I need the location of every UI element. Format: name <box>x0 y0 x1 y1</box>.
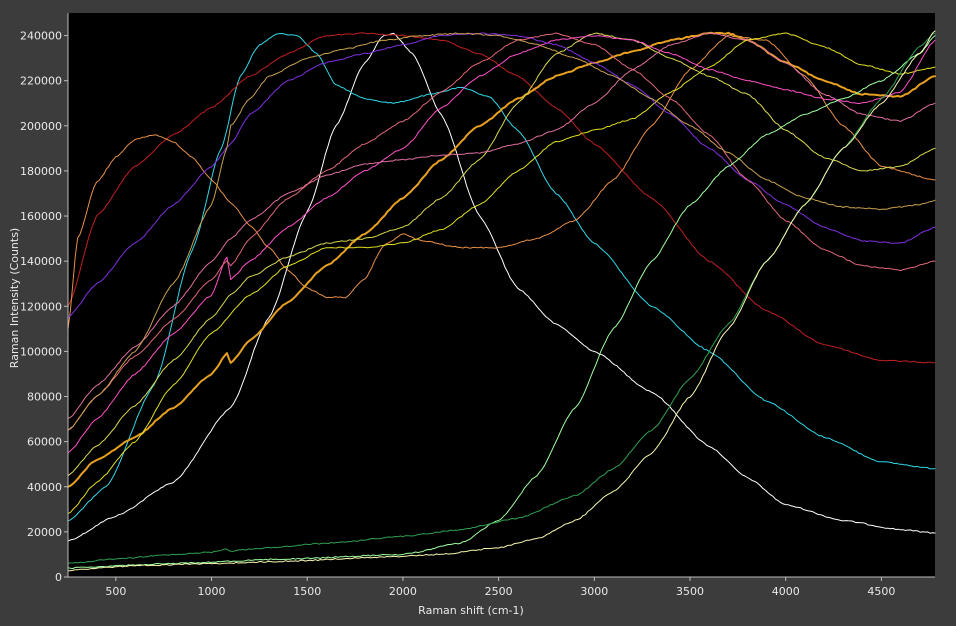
spectrum-line-5 <box>67 31 936 488</box>
series-layer <box>67 30 936 572</box>
spectrum-line-4 <box>67 34 936 330</box>
y-tick-label: 220000 <box>20 75 62 88</box>
spectrum-line-3 <box>67 32 936 364</box>
x-tick-label: 1000 <box>198 585 226 598</box>
spectrum-line-6 <box>67 32 936 515</box>
y-tick-label: 180000 <box>20 165 62 178</box>
spectrum-line-2 <box>67 33 936 522</box>
x-tick-label: 4500 <box>867 585 895 598</box>
spectrum-line-7 <box>67 32 936 477</box>
spectrum-line-9 <box>67 32 936 420</box>
x-tick-label: 4000 <box>772 585 800 598</box>
y-tick-label: 80000 <box>27 391 62 404</box>
plot-area <box>68 13 935 577</box>
y-tick-label: 40000 <box>27 481 62 494</box>
spectrum-line-13 <box>67 35 936 569</box>
axis-lines <box>67 13 935 578</box>
y-tick-label: 120000 <box>20 300 62 313</box>
x-tick-label: 500 <box>105 585 126 598</box>
spectrum-line-10 <box>67 32 936 319</box>
y-axis-title: Raman Intensity (Counts) <box>8 228 21 368</box>
y-tick-label: 20000 <box>27 526 62 539</box>
y-tick-label: 140000 <box>20 255 62 268</box>
x-tick-label: 1500 <box>293 585 321 598</box>
x-tick-label: 2500 <box>485 585 513 598</box>
x-tick-label: 2000 <box>389 585 417 598</box>
axis-layer: 0 20000 40000 60000 80000 100000 120000 140000 1… <box>20 13 935 598</box>
spectrum-line-15 <box>67 30 936 572</box>
y-tick-label: 60000 <box>27 436 62 449</box>
spectrum-line-1 <box>67 32 936 542</box>
x-axis-title: Raman shift (cm-1) <box>418 604 524 617</box>
x-tick-label: 3000 <box>580 585 608 598</box>
y-tick-label: 240000 <box>20 30 62 43</box>
spectrum-line-12 <box>67 32 936 431</box>
y-tick-label: 200000 <box>20 120 62 133</box>
y-tick-label: 100000 <box>20 345 62 358</box>
y-tick-label: 160000 <box>20 210 62 223</box>
spectrum-line-8 <box>67 35 936 454</box>
y-tick-label: 0 <box>55 571 62 584</box>
x-tick-label: 3500 <box>676 585 704 598</box>
